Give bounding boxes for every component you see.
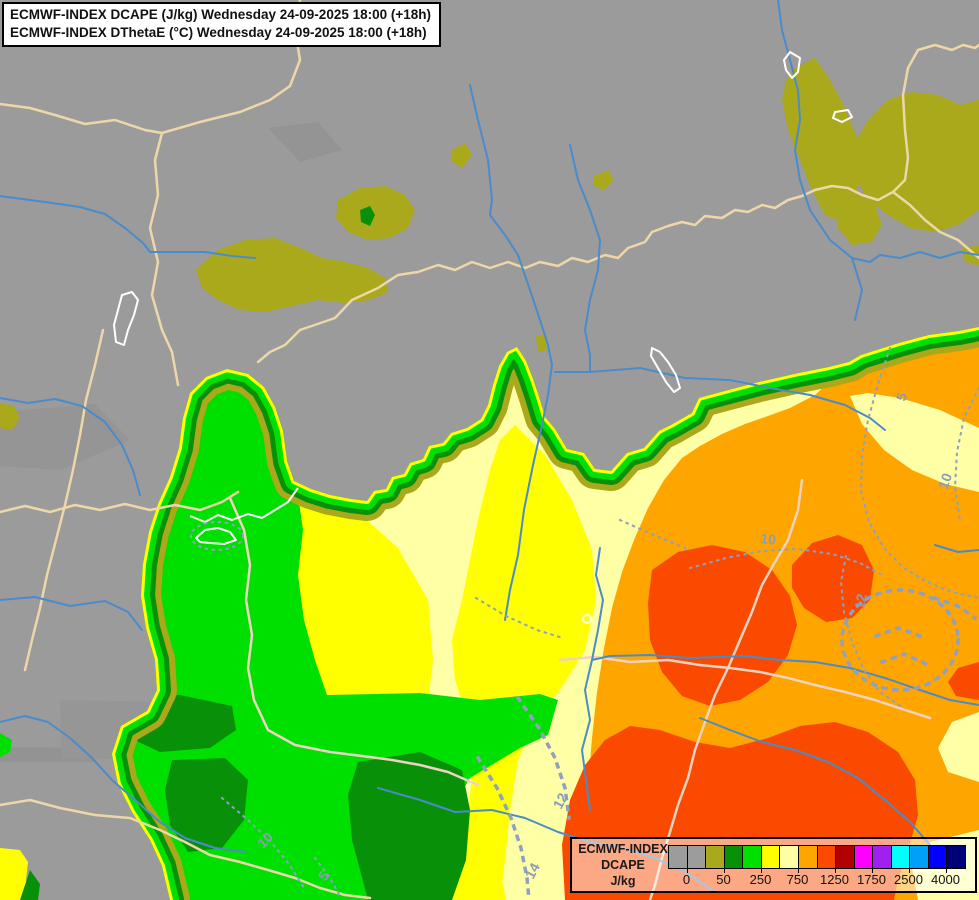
legend-swatch — [947, 846, 965, 868]
legend-swatch — [836, 846, 855, 868]
legend-tick-label: 0 — [682, 872, 691, 887]
legend-swatch — [761, 846, 781, 868]
legend-tick-label: 1750 — [857, 872, 886, 887]
contour-lines-bold — [475, 588, 978, 900]
legend-tick — [723, 868, 725, 873]
legend-tick — [797, 868, 799, 873]
olive-patches — [0, 58, 979, 430]
legend-swatch — [706, 846, 725, 868]
legend-title: ECMWF-INDEX DCAPE J/kg — [576, 842, 670, 890]
lakes-white — [113, 51, 853, 624]
legend-title-line1: ECMWF-INDEX — [578, 842, 668, 856]
legend-swatch — [891, 846, 911, 868]
legend-tick-label: 4000 — [931, 872, 960, 887]
legend-swatch — [798, 846, 818, 868]
legend-tick — [834, 868, 836, 873]
legend-panel: ECMWF-INDEX DCAPE J/kg 0 50 250 750 1250 1750… — [570, 837, 977, 893]
legend-tick-label: 750 — [786, 872, 809, 887]
legend-tick — [871, 868, 873, 873]
legend-swatch — [780, 846, 799, 868]
legend-swatch — [928, 846, 948, 868]
title-line-dcape: ECMWF-INDEX DCAPE (J/kg) Wednesday 24-09… — [10, 7, 432, 22]
legend-swatch — [687, 846, 707, 868]
legend-tick-label: 50 — [716, 872, 731, 887]
contour-label: 14 — [522, 860, 544, 881]
legend-swatch — [743, 846, 762, 868]
legend-tick-label: 250 — [749, 872, 772, 887]
legend-swatch — [724, 846, 744, 868]
legend-swatch — [910, 846, 929, 868]
legend-swatch — [817, 846, 837, 868]
legend-tick — [945, 868, 947, 873]
contour-label: 10 — [935, 471, 955, 491]
legend-title-unit: J/kg — [610, 873, 636, 888]
left-edge-patches — [0, 733, 40, 900]
legend-tick — [760, 868, 762, 873]
contour-lines — [190, 346, 979, 900]
contour-label: 12 — [550, 790, 572, 811]
dark-green-dot — [360, 206, 375, 226]
legend-swatch — [669, 846, 688, 868]
legend-swatch — [873, 846, 892, 868]
legend-color-bar — [668, 845, 966, 869]
title-box: ECMWF-INDEX DCAPE (J/kg) Wednesday 24-09… — [2, 2, 442, 48]
title-line-dthetae: ECMWF-INDEX DThetaE (°C) Wednesday 24-09… — [10, 25, 427, 41]
legend-tick — [908, 868, 910, 873]
dcape-boundary-bands — [112, 327, 979, 900]
legend-tick — [686, 868, 688, 873]
contour-label: 12 — [851, 592, 869, 610]
contour-label: 10 — [760, 530, 777, 548]
legend-tick-label: 1250 — [820, 872, 849, 887]
legend-tick-label: 2500 — [894, 872, 923, 887]
legend-swatch — [854, 846, 874, 868]
legend-title-line2: DCAPE — [601, 857, 645, 872]
